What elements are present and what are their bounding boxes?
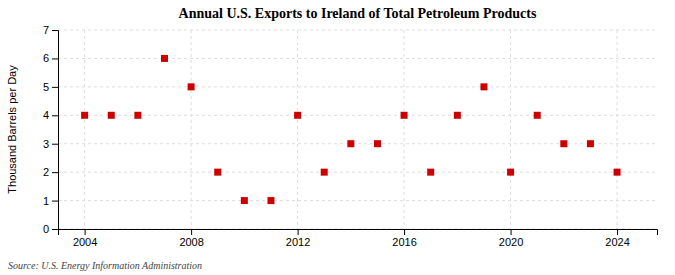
- tick: 7: [43, 24, 58, 36]
- tick-label: 1: [43, 195, 49, 207]
- y-axis-label: Thousand Barrels per Day: [6, 65, 18, 194]
- tick: 5: [43, 81, 58, 93]
- tick: 0: [43, 223, 58, 235]
- tick-label: 4: [43, 109, 49, 121]
- point: [454, 112, 461, 119]
- tick-label: 2008: [179, 236, 203, 248]
- tick: 6: [43, 52, 58, 64]
- point: [81, 112, 88, 119]
- grid-line: [58, 115, 657, 116]
- point: [401, 112, 408, 119]
- tick-mark: [52, 87, 58, 88]
- tick-label: 2004: [73, 236, 97, 248]
- grid-line: [58, 30, 657, 31]
- grid-line: [404, 30, 405, 229]
- chart-svg: 2004 2008 2012 2016 2020 2024 0 1 2 3 4 5 6 7 Annual U…: [0, 0, 675, 275]
- tick-label: 2: [43, 166, 49, 178]
- point: [188, 83, 195, 90]
- tick-label: 2012: [286, 236, 310, 248]
- grid-line: [510, 30, 511, 229]
- tick-label: 6: [43, 52, 49, 64]
- tick: 1: [43, 195, 58, 207]
- tick: 2012: [286, 229, 310, 248]
- tick-label: 3: [43, 138, 49, 150]
- grid-line: [191, 30, 192, 229]
- point: [108, 112, 115, 119]
- point: [321, 169, 328, 176]
- axis-line: [52, 31, 59, 230]
- grid-line: [58, 58, 657, 59]
- tick-label: 0: [43, 223, 49, 235]
- tick: 4: [43, 109, 58, 121]
- grid-line: [297, 30, 298, 229]
- tick-label: 5: [43, 81, 49, 93]
- tick-mark: [404, 229, 405, 235]
- annotation: Source: U.S. Energy Information Administ…: [8, 260, 202, 271]
- point: [161, 55, 168, 62]
- point: [614, 169, 621, 176]
- point: [374, 140, 381, 147]
- point: [507, 169, 514, 176]
- tick-label: 7: [43, 24, 49, 36]
- point: [560, 140, 567, 147]
- tick: 2008: [179, 229, 203, 248]
- point: [534, 112, 541, 119]
- tick-mark: [52, 115, 58, 116]
- point: [294, 112, 301, 119]
- tick-mark: [52, 30, 58, 31]
- grid-line: [58, 172, 657, 173]
- y-axis: 0 1 2 3 4 5 6 7: [43, 24, 59, 235]
- data-points: [81, 55, 620, 204]
- grid-line: [617, 30, 618, 229]
- tick-mark: [85, 229, 86, 235]
- tick-mark: [52, 58, 58, 59]
- tick-mark: [52, 172, 58, 173]
- grid-line: [58, 200, 657, 201]
- tick-label: 2020: [499, 236, 523, 248]
- tick-label: 2016: [392, 236, 416, 248]
- tick-label: 2024: [605, 236, 629, 248]
- title: Annual U.S. Exports to Ireland of Total …: [179, 6, 537, 21]
- tick-mark: [52, 229, 58, 230]
- tick: 2020: [499, 229, 523, 248]
- point: [347, 140, 354, 147]
- tick: 2016: [392, 229, 416, 248]
- point: [427, 169, 434, 176]
- point: [214, 169, 221, 176]
- tick: 2024: [605, 229, 629, 248]
- tick-mark: [191, 229, 192, 235]
- plot-area: 2004 2008 2012 2016 2020 2024 0 1 2 3 4 5 6 7: [43, 24, 658, 248]
- tick: 2004: [73, 229, 97, 248]
- point: [134, 112, 141, 119]
- tick: 3: [43, 138, 58, 150]
- tick-mark: [617, 229, 618, 235]
- tick-mark: [298, 229, 299, 235]
- grid-line: [84, 30, 85, 229]
- point: [587, 140, 594, 147]
- tick-mark: [52, 201, 58, 202]
- point: [480, 83, 487, 90]
- axis-line: [59, 230, 658, 236]
- grid-line: [58, 86, 657, 87]
- tick: 2: [43, 166, 58, 178]
- grid: [58, 30, 657, 229]
- tick-mark: [52, 144, 58, 145]
- tick-mark: [511, 229, 512, 235]
- chart-container: 2004 2008 2012 2016 2020 2024 0 1 2 3 4 5 6 7 Annual U…: [0, 0, 675, 275]
- point: [267, 197, 274, 204]
- x-axis: 2004 2008 2012 2016 2020 2024: [59, 229, 658, 248]
- point: [241, 197, 248, 204]
